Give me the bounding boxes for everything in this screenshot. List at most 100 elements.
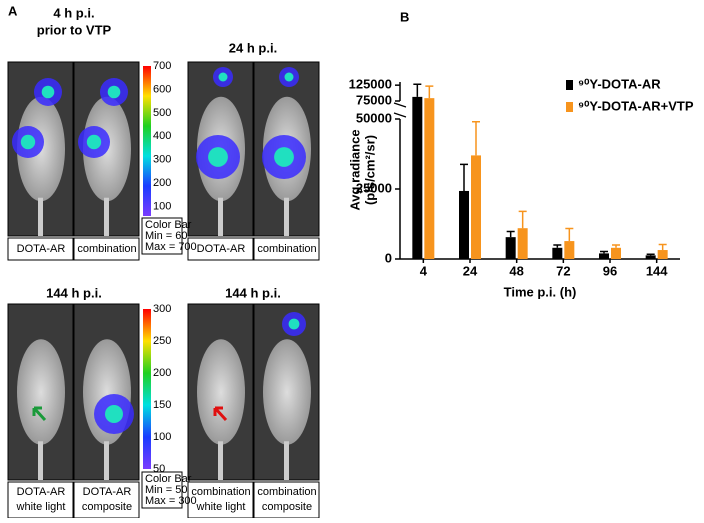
mouse-tail <box>218 441 223 480</box>
bar <box>505 237 516 259</box>
image-caption: DOTA-AR <box>197 243 246 255</box>
colorbar-legend: Color Bar <box>145 473 192 485</box>
signal-core <box>208 147 228 167</box>
x-tick-label: 24 <box>463 263 478 278</box>
y-tick-label: 0 <box>385 250 392 265</box>
colorbar-tick-label: 150 <box>153 399 171 411</box>
bar <box>412 96 423 259</box>
caption-box <box>253 481 320 519</box>
axis-break <box>393 102 407 118</box>
bar <box>471 155 481 259</box>
colorbar-tick-label: 250 <box>153 335 171 347</box>
group-title: 144 h p.i. <box>225 285 281 300</box>
colorbar-tick-label: 100 <box>153 431 171 443</box>
mouse-tail <box>218 197 223 236</box>
bar <box>564 241 575 259</box>
error-bar <box>658 243 667 251</box>
bar <box>552 247 563 259</box>
legend-swatch <box>566 102 573 112</box>
colorbar-legend: Max = 300 <box>145 495 197 507</box>
image-caption: composite <box>82 501 132 513</box>
red-arrow <box>213 406 228 422</box>
colorbar-legend: Max = 700 <box>145 241 197 253</box>
error-bar <box>460 163 468 191</box>
error-bar <box>413 83 422 97</box>
mouse-tail <box>38 197 43 236</box>
colorbar-tick-label: 300 <box>153 303 171 315</box>
caption-box <box>7 237 74 261</box>
error-bar <box>472 121 480 156</box>
signal-core <box>218 72 228 82</box>
panel-a: A 4 h p.i. prior to VTP DOTA-AR combination 2… <box>7 3 320 519</box>
colorbar-tick-label: 500 <box>153 107 171 119</box>
colorbar-tick-label: 100 <box>153 201 171 213</box>
y-tick-label: 125000 <box>349 77 392 92</box>
colorbar-tick-label: 300 <box>153 154 171 166</box>
caption-box <box>187 237 254 261</box>
bar <box>611 247 621 259</box>
colorbar-legend: Color Bar <box>145 219 192 231</box>
colorbar-tick-label: 200 <box>153 367 171 379</box>
bar <box>599 253 609 259</box>
mouse-body <box>197 339 245 445</box>
colorbar-legend-box <box>141 471 183 509</box>
colorbar-tick-label: 200 <box>153 177 171 189</box>
group-title: 4 h p.i. <box>53 5 94 20</box>
bar <box>424 98 435 260</box>
signal-core <box>284 72 294 82</box>
error-bar <box>600 250 608 254</box>
caption-box <box>7 481 74 519</box>
caption-box <box>73 481 140 519</box>
caption-box <box>73 237 140 261</box>
colorbar-tick-label: 400 <box>153 130 171 142</box>
y-axis-label: (p/s/cm²/sr) <box>362 135 377 205</box>
image-caption: combination <box>257 486 316 498</box>
mouse-tail <box>104 441 109 480</box>
error-bar <box>612 244 620 248</box>
error-bar <box>506 230 515 238</box>
caption-box <box>187 481 254 519</box>
mouse-body <box>263 339 311 445</box>
image-caption: composite <box>262 501 312 513</box>
y-tick-label: 50000 <box>356 110 392 125</box>
mouse-body <box>17 339 65 445</box>
legend-swatch <box>566 80 573 90</box>
y-tick-label: 75000 <box>356 92 392 107</box>
colorbar-legend-box <box>141 217 183 255</box>
group-title: 144 h p.i. <box>46 285 102 300</box>
signal-core <box>20 134 36 150</box>
image-caption: DOTA-AR <box>17 243 66 255</box>
bar <box>517 228 528 259</box>
x-tick-label: 144 <box>646 263 668 278</box>
image-caption: white light <box>196 501 246 513</box>
legend-label: ⁹⁰Y-DOTA-AR+VTP <box>578 98 694 113</box>
image-caption: combination <box>191 486 250 498</box>
caption-box <box>253 237 320 261</box>
signal-core <box>107 85 121 99</box>
y-axis-label: Avg radiance <box>347 129 362 210</box>
y-tick-label: 25000 <box>356 180 392 195</box>
green-arrow <box>32 406 47 422</box>
error-bar <box>565 227 574 242</box>
signal-core <box>105 405 123 423</box>
signal-core <box>41 85 55 99</box>
mouse-tail <box>38 441 43 480</box>
mouse-tail <box>284 197 289 236</box>
colorbar <box>143 66 151 216</box>
colorbar-tick-label: 700 <box>153 60 171 72</box>
image-caption: DOTA-AR <box>17 486 66 498</box>
colorbar-legend: Min = 60 <box>145 230 188 242</box>
image-caption: DOTA-AR <box>83 486 132 498</box>
panel-label: A <box>8 3 18 18</box>
colorbar-tick-label: 600 <box>153 83 171 95</box>
x-tick-label: 4 <box>420 263 428 278</box>
bar <box>459 190 469 259</box>
group-title: 24 h p.i. <box>229 40 277 55</box>
x-tick-label: 96 <box>603 263 617 278</box>
group-title: prior to VTP <box>37 22 112 37</box>
signal-core <box>288 318 300 330</box>
signal-core <box>86 134 102 150</box>
image-caption: combination <box>257 243 316 255</box>
